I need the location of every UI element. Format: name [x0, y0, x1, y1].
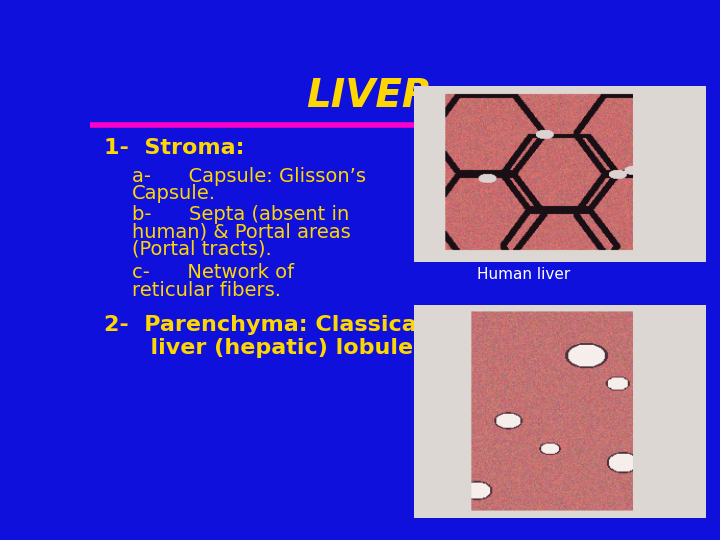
Text: (Portal tracts).: (Portal tracts).	[132, 240, 271, 259]
Text: Human liver: Human liver	[477, 267, 570, 282]
Text: Pig’s liver: Pig’s liver	[487, 118, 561, 133]
Text: c-      Network of: c- Network of	[132, 263, 294, 282]
Text: human) & Portal areas: human) & Portal areas	[132, 222, 351, 241]
Text: liver (hepatic) lobules.: liver (hepatic) lobules.	[104, 339, 435, 359]
Text: a-      Capsule: Glisson’s: a- Capsule: Glisson’s	[132, 167, 366, 186]
Text: 1-  Stroma:: 1- Stroma:	[104, 138, 245, 158]
Text: reticular fibers.: reticular fibers.	[132, 281, 281, 300]
Text: Capsule.: Capsule.	[132, 184, 216, 203]
Text: 2-  Parenchyma: Classical: 2- Parenchyma: Classical	[104, 315, 424, 335]
Text: b-      Septa (absent in: b- Septa (absent in	[132, 205, 349, 224]
Text: LIVER: LIVER	[306, 77, 432, 115]
